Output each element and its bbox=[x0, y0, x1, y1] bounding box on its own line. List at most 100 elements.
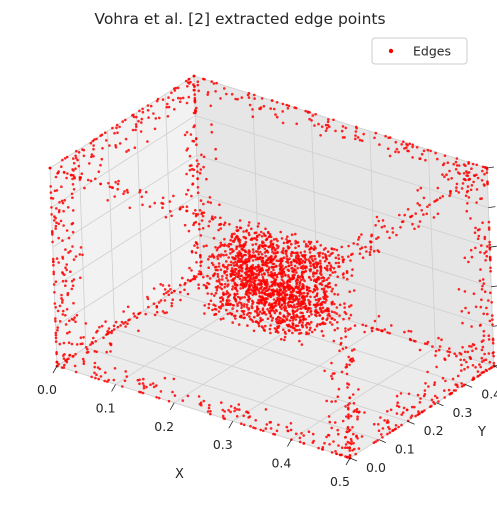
scatter-point bbox=[308, 275, 311, 279]
scatter-point bbox=[327, 415, 331, 418]
scatter-point bbox=[470, 167, 473, 170]
scatter-point bbox=[325, 290, 328, 293]
scatter-point bbox=[319, 297, 322, 301]
scatter-point bbox=[471, 349, 474, 353]
scatter-point bbox=[377, 314, 381, 318]
scatter-point bbox=[335, 452, 338, 456]
scatter-point bbox=[224, 282, 227, 286]
scatter-point bbox=[223, 221, 227, 224]
scatter-point bbox=[171, 390, 174, 394]
scatter-point bbox=[207, 306, 210, 310]
scatter-point bbox=[476, 370, 480, 373]
scatter-point bbox=[472, 174, 476, 177]
scatter-point bbox=[250, 227, 253, 231]
scatter-point bbox=[272, 246, 275, 249]
scatter-point bbox=[210, 261, 214, 265]
scatter-point bbox=[345, 365, 349, 369]
scatter-point bbox=[474, 347, 478, 350]
scatter-point bbox=[145, 385, 148, 389]
scatter-point bbox=[256, 314, 259, 317]
scatter-point bbox=[286, 429, 290, 433]
scatter-point bbox=[320, 276, 323, 280]
scatter-point bbox=[483, 166, 487, 169]
scatter-point bbox=[269, 258, 272, 262]
scatter-point bbox=[455, 189, 458, 192]
scatter-point bbox=[214, 312, 218, 316]
scatter-point bbox=[248, 315, 251, 318]
scatter-point bbox=[115, 123, 119, 127]
scatter-point bbox=[249, 282, 252, 285]
scatter-point bbox=[464, 178, 467, 182]
scatter-point bbox=[269, 331, 272, 335]
scatter-point bbox=[214, 147, 217, 151]
scatter-point bbox=[235, 415, 239, 418]
scatter-point bbox=[181, 96, 185, 100]
scatter-point bbox=[196, 186, 200, 189]
scatter-point bbox=[482, 282, 486, 285]
scatter-point bbox=[209, 299, 213, 303]
scatter-point bbox=[323, 253, 327, 256]
scatter-point bbox=[289, 290, 293, 294]
scatter-point bbox=[314, 257, 317, 261]
scatter-point bbox=[132, 312, 135, 315]
scatter-point bbox=[127, 148, 130, 152]
scatter-point bbox=[245, 270, 248, 273]
scatter-points bbox=[48, 74, 496, 460]
legend-frame bbox=[371, 37, 468, 65]
scatter-point bbox=[229, 275, 233, 278]
scatter-point bbox=[465, 360, 468, 364]
scatter-point bbox=[100, 157, 104, 161]
scatter-point bbox=[416, 189, 420, 192]
scatter-point bbox=[303, 256, 307, 260]
scatter-point bbox=[280, 278, 284, 281]
scatter-point bbox=[236, 251, 239, 255]
scatter-point bbox=[481, 278, 485, 281]
scatter-point bbox=[146, 109, 150, 112]
scatter-point bbox=[237, 403, 241, 406]
scatter-point bbox=[348, 305, 351, 308]
scatter-point bbox=[211, 308, 214, 312]
scatter-point bbox=[62, 341, 66, 345]
scatter-point bbox=[243, 303, 246, 306]
scatter-point bbox=[480, 298, 483, 302]
scatter-point bbox=[244, 243, 247, 246]
scatter-point bbox=[161, 196, 165, 200]
scatter-point bbox=[303, 298, 307, 302]
scatter-point bbox=[483, 172, 486, 176]
scatter-point bbox=[291, 269, 294, 273]
scatter-point bbox=[316, 287, 319, 291]
scatter-point bbox=[377, 236, 380, 239]
scatter-point bbox=[377, 429, 381, 433]
x-grid-line bbox=[232, 328, 378, 422]
scatter-point bbox=[448, 350, 452, 354]
scatter-point bbox=[141, 391, 145, 395]
scatter-point bbox=[333, 318, 337, 322]
scatter-point bbox=[225, 253, 228, 257]
scatter-point bbox=[239, 265, 242, 269]
scatter-point bbox=[110, 329, 114, 333]
scatter-point bbox=[199, 168, 203, 171]
scatter-point bbox=[296, 291, 300, 295]
scatter-point bbox=[63, 273, 66, 277]
scatter-point bbox=[253, 93, 256, 97]
scatter-point bbox=[247, 255, 251, 258]
scatter-point bbox=[490, 366, 493, 369]
scatter-point bbox=[397, 150, 400, 154]
scatter-point bbox=[244, 285, 247, 288]
scatter-point bbox=[242, 423, 246, 427]
scatter-point bbox=[230, 267, 234, 270]
scatter-point bbox=[377, 328, 380, 332]
scatter-point bbox=[347, 429, 351, 433]
scatter-point bbox=[210, 217, 214, 221]
scatter-point bbox=[188, 168, 192, 172]
scatter-point bbox=[294, 259, 298, 263]
scatter-point bbox=[417, 225, 420, 228]
scatter-point bbox=[171, 98, 175, 102]
scatter-point bbox=[272, 265, 276, 269]
scatter-point bbox=[275, 275, 279, 279]
scatter-point bbox=[242, 305, 246, 308]
scatter-point bbox=[436, 212, 440, 216]
scatter-point bbox=[295, 324, 298, 328]
scatter-point bbox=[196, 213, 200, 216]
scatter-point bbox=[487, 352, 491, 355]
